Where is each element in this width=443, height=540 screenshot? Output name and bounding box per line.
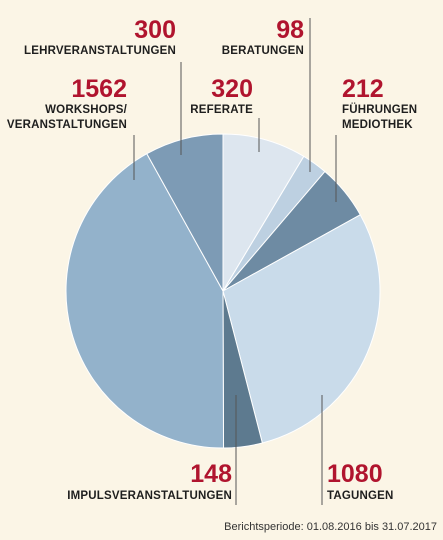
value-fuehrungen: 212: [342, 75, 384, 103]
label-referate: REFERATE: [190, 104, 253, 116]
label-fuehrungen-line2: MEDIOTHEK: [342, 119, 413, 131]
value-referate: 320: [211, 75, 253, 103]
label-workshops-line2: VERANSTALTUNGEN: [7, 119, 127, 131]
value-workshops: 1562: [71, 75, 127, 103]
label-workshops-line1: WORKSHOPS/: [45, 104, 127, 116]
label-fuehrungen-line1: FÜHRUNGEN: [342, 103, 417, 116]
label-impulsveranstaltungen: IMPULSVERANSTALTUNGEN: [67, 490, 232, 502]
pie-slices: [65, 133, 381, 449]
value-lehrveranstaltungen: 300: [134, 16, 176, 44]
pie-slice-tagungen: [222, 214, 381, 444]
label-tagungen: TAGUNGEN: [327, 490, 394, 502]
value-impulsveranstaltungen: 148: [190, 460, 232, 488]
pie-slice-referate: [222, 133, 305, 293]
pie-slice-workshops-veranstaltungen: [65, 153, 225, 449]
value-beratungen: 98: [276, 16, 304, 44]
footnote-reporting-period: Berichtsperiode: 01.08.2016 bis 31.07.20…: [224, 521, 437, 533]
pie-slice-lehrveranstaltungen: [146, 133, 224, 293]
label-lehrveranstaltungen: LEHRVERANSTALTUNGEN: [24, 45, 176, 57]
value-tagungen: 1080: [327, 460, 383, 488]
label-beratungen: BERATUNGEN: [222, 45, 304, 57]
